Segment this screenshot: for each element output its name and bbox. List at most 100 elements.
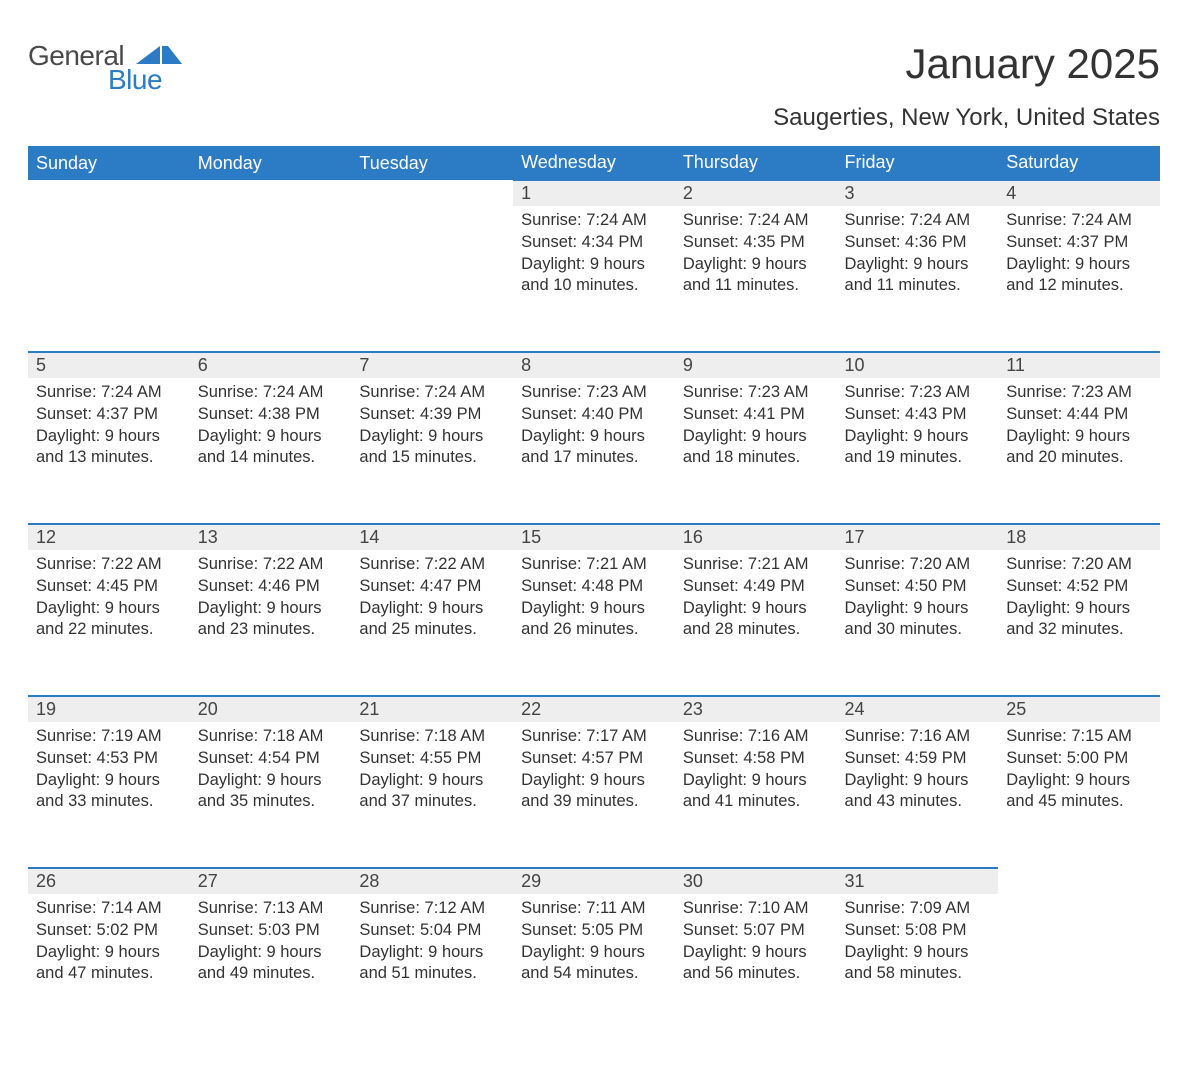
sunset-line: Sunset: 4:58 PM bbox=[683, 748, 829, 770]
sunrise-line: Sunrise: 7:24 AM bbox=[521, 210, 667, 232]
day-detail-cell: Sunrise: 7:18 AMSunset: 4:55 PMDaylight:… bbox=[351, 722, 513, 868]
day-number-cell: 31 bbox=[837, 868, 999, 894]
day-detail-row: Sunrise: 7:24 AMSunset: 4:34 PMDaylight:… bbox=[28, 206, 1160, 352]
day-detail-row: Sunrise: 7:22 AMSunset: 4:45 PMDaylight:… bbox=[28, 550, 1160, 696]
day-number-cell: 25 bbox=[998, 696, 1160, 722]
weekday-header: Tuesday bbox=[351, 146, 513, 180]
day-number-cell: 15 bbox=[513, 524, 675, 550]
day-detail-cell: Sunrise: 7:23 AMSunset: 4:43 PMDaylight:… bbox=[837, 378, 999, 524]
sunrise-line: Sunrise: 7:23 AM bbox=[845, 382, 991, 404]
day-number-cell: 2 bbox=[675, 180, 837, 206]
brand-logo: General Blue bbox=[28, 40, 228, 100]
day-number-cell: 17 bbox=[837, 524, 999, 550]
day-detail-row: Sunrise: 7:24 AMSunset: 4:37 PMDaylight:… bbox=[28, 378, 1160, 524]
sunrise-line: Sunrise: 7:23 AM bbox=[521, 382, 667, 404]
daylight-line: Daylight: 9 hours and 13 minutes. bbox=[36, 426, 182, 470]
daylight-line: Daylight: 9 hours and 11 minutes. bbox=[683, 254, 829, 298]
sunrise-line: Sunrise: 7:10 AM bbox=[683, 898, 829, 920]
daylight-line: Daylight: 9 hours and 32 minutes. bbox=[1006, 598, 1152, 642]
day-detail-cell: Sunrise: 7:13 AMSunset: 5:03 PMDaylight:… bbox=[190, 894, 352, 1040]
day-number-cell: 16 bbox=[675, 524, 837, 550]
sunrise-line: Sunrise: 7:20 AM bbox=[845, 554, 991, 576]
sunset-line: Sunset: 4:40 PM bbox=[521, 404, 667, 426]
sunset-line: Sunset: 4:41 PM bbox=[683, 404, 829, 426]
day-detail-cell: Sunrise: 7:23 AMSunset: 4:40 PMDaylight:… bbox=[513, 378, 675, 524]
day-number-cell: 27 bbox=[190, 868, 352, 894]
sunrise-line: Sunrise: 7:09 AM bbox=[845, 898, 991, 920]
daylight-line: Daylight: 9 hours and 37 minutes. bbox=[359, 770, 505, 814]
daylight-line: Daylight: 9 hours and 47 minutes. bbox=[36, 942, 182, 986]
sunrise-line: Sunrise: 7:22 AM bbox=[359, 554, 505, 576]
day-detail-cell bbox=[998, 894, 1160, 1040]
day-number-cell: 3 bbox=[837, 180, 999, 206]
sunset-line: Sunset: 4:52 PM bbox=[1006, 576, 1152, 598]
day-number-row: 1234 bbox=[28, 180, 1160, 206]
sunset-line: Sunset: 5:02 PM bbox=[36, 920, 182, 942]
header: General Blue January 2025 bbox=[28, 40, 1160, 100]
sunrise-line: Sunrise: 7:22 AM bbox=[198, 554, 344, 576]
sunrise-line: Sunrise: 7:12 AM bbox=[359, 898, 505, 920]
sunset-line: Sunset: 5:08 PM bbox=[845, 920, 991, 942]
day-detail-cell: Sunrise: 7:20 AMSunset: 4:50 PMDaylight:… bbox=[837, 550, 999, 696]
day-detail-cell: Sunrise: 7:22 AMSunset: 4:47 PMDaylight:… bbox=[351, 550, 513, 696]
sunrise-line: Sunrise: 7:21 AM bbox=[521, 554, 667, 576]
weekday-header: Monday bbox=[190, 146, 352, 180]
day-number-cell: 30 bbox=[675, 868, 837, 894]
daylight-line: Daylight: 9 hours and 20 minutes. bbox=[1006, 426, 1152, 470]
daylight-line: Daylight: 9 hours and 14 minutes. bbox=[198, 426, 344, 470]
day-number-cell: 6 bbox=[190, 352, 352, 378]
day-detail-row: Sunrise: 7:14 AMSunset: 5:02 PMDaylight:… bbox=[28, 894, 1160, 1040]
sunrise-line: Sunrise: 7:23 AM bbox=[1006, 382, 1152, 404]
calendar-table: SundayMondayTuesdayWednesdayThursdayFrid… bbox=[28, 146, 1160, 1040]
day-detail-cell: Sunrise: 7:24 AMSunset: 4:38 PMDaylight:… bbox=[190, 378, 352, 524]
daylight-line: Daylight: 9 hours and 45 minutes. bbox=[1006, 770, 1152, 814]
day-detail-cell: Sunrise: 7:24 AMSunset: 4:37 PMDaylight:… bbox=[28, 378, 190, 524]
sunset-line: Sunset: 4:38 PM bbox=[198, 404, 344, 426]
sunrise-line: Sunrise: 7:24 AM bbox=[683, 210, 829, 232]
sunrise-line: Sunrise: 7:22 AM bbox=[36, 554, 182, 576]
day-number-cell: 10 bbox=[837, 352, 999, 378]
sunrise-line: Sunrise: 7:13 AM bbox=[198, 898, 344, 920]
day-detail-cell: Sunrise: 7:24 AMSunset: 4:39 PMDaylight:… bbox=[351, 378, 513, 524]
brand-word-2: Blue bbox=[108, 64, 162, 96]
day-detail-cell: Sunrise: 7:14 AMSunset: 5:02 PMDaylight:… bbox=[28, 894, 190, 1040]
sunset-line: Sunset: 5:07 PM bbox=[683, 920, 829, 942]
day-number-cell: 7 bbox=[351, 352, 513, 378]
sunset-line: Sunset: 5:04 PM bbox=[359, 920, 505, 942]
day-detail-cell: Sunrise: 7:22 AMSunset: 4:46 PMDaylight:… bbox=[190, 550, 352, 696]
day-number-cell: 23 bbox=[675, 696, 837, 722]
day-number-cell: 26 bbox=[28, 868, 190, 894]
sunset-line: Sunset: 4:46 PM bbox=[198, 576, 344, 598]
sunset-line: Sunset: 5:05 PM bbox=[521, 920, 667, 942]
day-detail-cell: Sunrise: 7:24 AMSunset: 4:34 PMDaylight:… bbox=[513, 206, 675, 352]
daylight-line: Daylight: 9 hours and 51 minutes. bbox=[359, 942, 505, 986]
day-detail-cell: Sunrise: 7:12 AMSunset: 5:04 PMDaylight:… bbox=[351, 894, 513, 1040]
sunrise-line: Sunrise: 7:20 AM bbox=[1006, 554, 1152, 576]
sunrise-line: Sunrise: 7:21 AM bbox=[683, 554, 829, 576]
day-detail-row: Sunrise: 7:19 AMSunset: 4:53 PMDaylight:… bbox=[28, 722, 1160, 868]
daylight-line: Daylight: 9 hours and 58 minutes. bbox=[845, 942, 991, 986]
sunrise-line: Sunrise: 7:18 AM bbox=[359, 726, 505, 748]
day-detail-cell: Sunrise: 7:16 AMSunset: 4:59 PMDaylight:… bbox=[837, 722, 999, 868]
sunset-line: Sunset: 4:50 PM bbox=[845, 576, 991, 598]
daylight-line: Daylight: 9 hours and 11 minutes. bbox=[845, 254, 991, 298]
sunset-line: Sunset: 4:37 PM bbox=[1006, 232, 1152, 254]
daylight-line: Daylight: 9 hours and 22 minutes. bbox=[36, 598, 182, 642]
daylight-line: Daylight: 9 hours and 25 minutes. bbox=[359, 598, 505, 642]
sunrise-line: Sunrise: 7:15 AM bbox=[1006, 726, 1152, 748]
sunset-line: Sunset: 4:48 PM bbox=[521, 576, 667, 598]
sunrise-line: Sunrise: 7:11 AM bbox=[521, 898, 667, 920]
day-detail-cell: Sunrise: 7:21 AMSunset: 4:48 PMDaylight:… bbox=[513, 550, 675, 696]
day-detail-cell: Sunrise: 7:21 AMSunset: 4:49 PMDaylight:… bbox=[675, 550, 837, 696]
daylight-line: Daylight: 9 hours and 18 minutes. bbox=[683, 426, 829, 470]
daylight-line: Daylight: 9 hours and 33 minutes. bbox=[36, 770, 182, 814]
day-number-cell: 19 bbox=[28, 696, 190, 722]
day-detail-cell: Sunrise: 7:23 AMSunset: 4:41 PMDaylight:… bbox=[675, 378, 837, 524]
day-detail-cell: Sunrise: 7:24 AMSunset: 4:36 PMDaylight:… bbox=[837, 206, 999, 352]
day-number-cell: 28 bbox=[351, 868, 513, 894]
day-number-cell bbox=[351, 180, 513, 206]
day-number-cell: 9 bbox=[675, 352, 837, 378]
daylight-line: Daylight: 9 hours and 26 minutes. bbox=[521, 598, 667, 642]
sunset-line: Sunset: 4:53 PM bbox=[36, 748, 182, 770]
daylight-line: Daylight: 9 hours and 10 minutes. bbox=[521, 254, 667, 298]
